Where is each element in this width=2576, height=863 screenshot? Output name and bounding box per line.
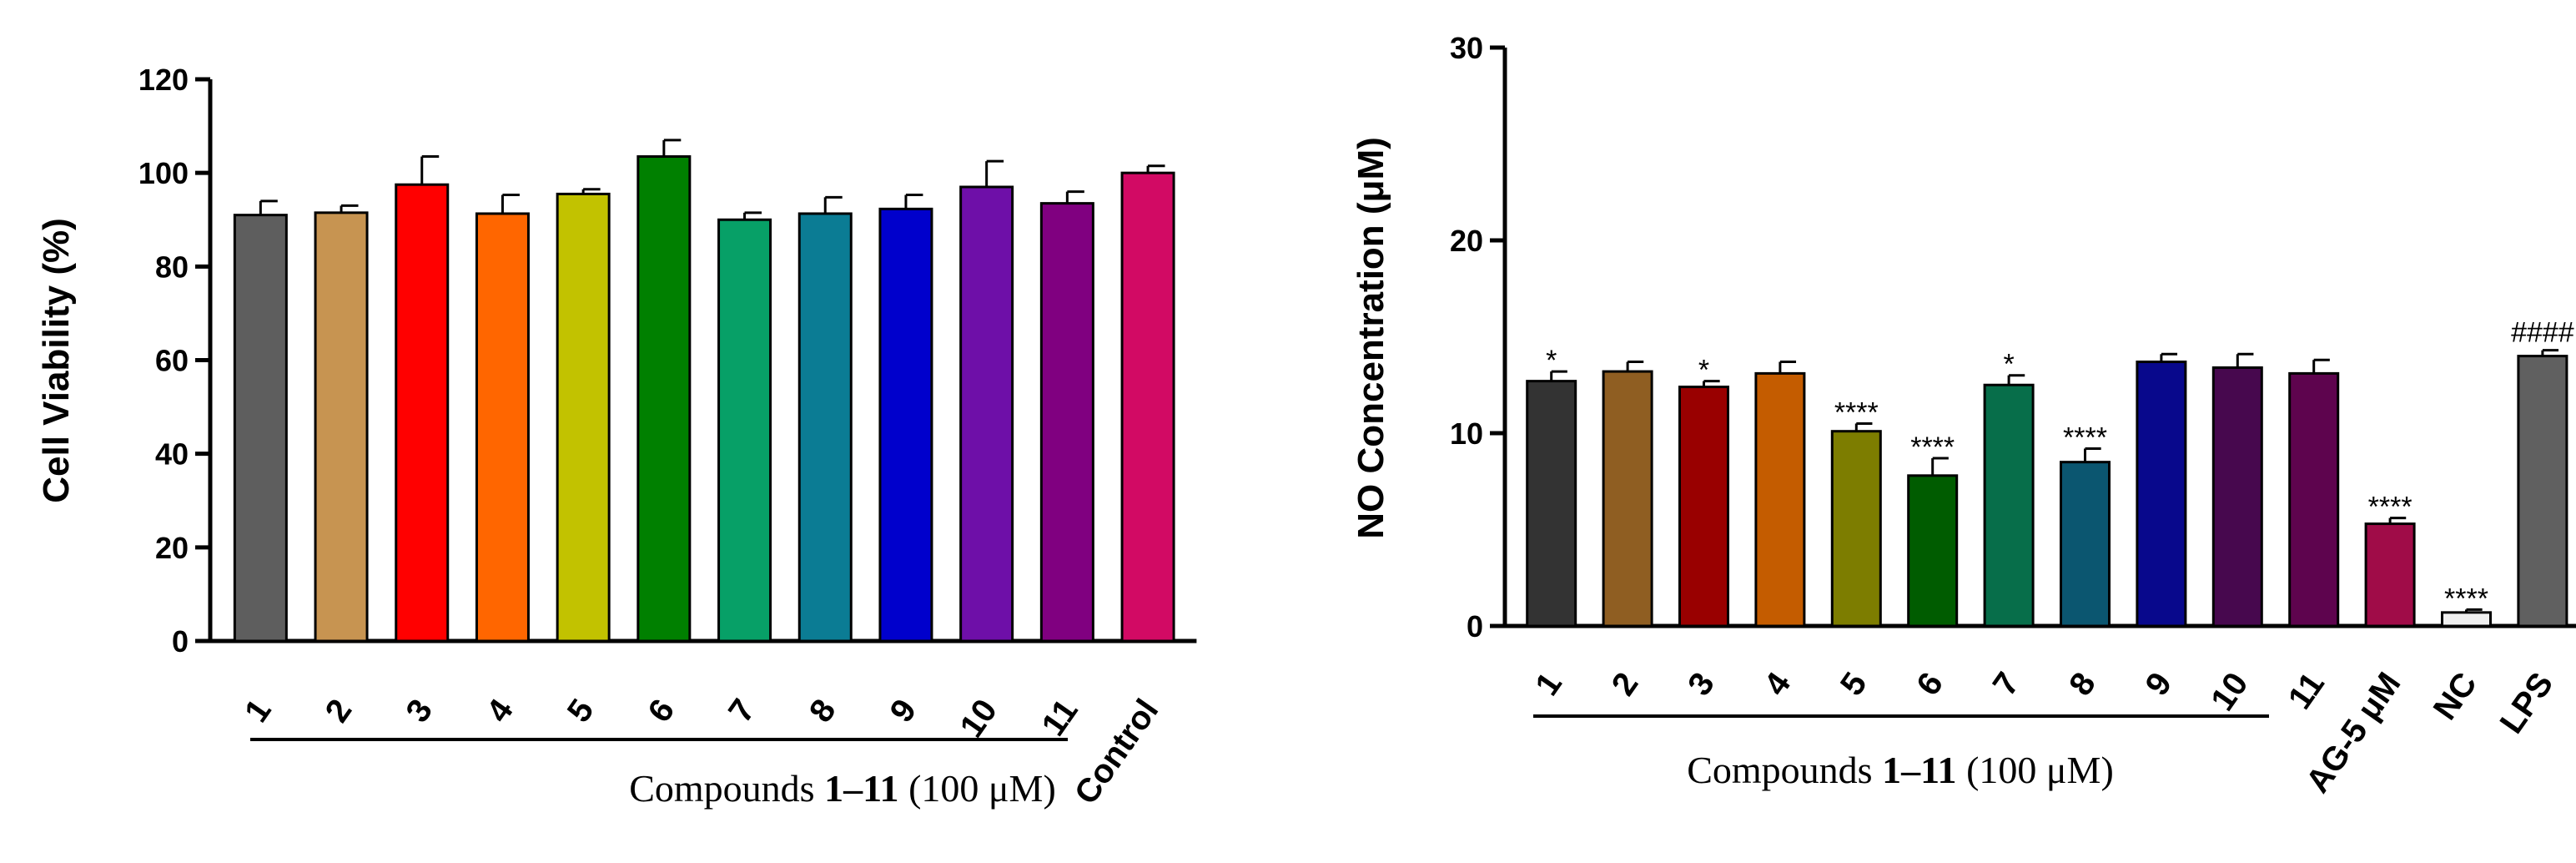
significance-label: **** xyxy=(2063,421,2107,453)
bar xyxy=(1602,370,1653,628)
category-label: 10 xyxy=(953,693,1004,744)
category-label: 9 xyxy=(883,693,924,729)
category-label: 3 xyxy=(1681,666,1722,702)
category-label: 11 xyxy=(1034,693,1084,743)
group-label: Compounds 1–11 (100 μM) xyxy=(1687,749,2114,791)
category-label: LPS xyxy=(2493,666,2561,740)
bar xyxy=(1039,202,1094,643)
category-label: NC xyxy=(2427,666,2484,727)
no-concentration-chart: 0 10 20 30 NO Concentration (μM) * 1 2 * 3 4 **** 5 *… xyxy=(1351,31,2576,800)
bar xyxy=(636,155,692,643)
significance-label: * xyxy=(2003,349,2014,381)
bar xyxy=(2211,366,2263,628)
bar xyxy=(2364,522,2416,628)
group-label-bold: 1–11 xyxy=(824,767,898,810)
y-tick-label: 20 xyxy=(1450,224,1483,258)
category-label: 4 xyxy=(1757,665,1798,702)
significance-label: **** xyxy=(2444,583,2488,614)
category-label: 11 xyxy=(2282,666,2332,716)
bar xyxy=(878,207,933,643)
significance-label: **** xyxy=(1834,396,1879,428)
y-tick-label: 0 xyxy=(172,624,189,659)
category-label: Control xyxy=(1068,693,1166,811)
bar xyxy=(1830,430,1882,628)
group-label-bold: 1–11 xyxy=(1882,749,1956,791)
bar xyxy=(395,183,450,643)
category-label: 1 xyxy=(238,693,279,729)
bar xyxy=(2288,371,2340,628)
y-tick-label: 20 xyxy=(155,531,189,565)
significance-label: **** xyxy=(1910,432,1955,463)
category-label: 3 xyxy=(399,693,440,729)
bar xyxy=(475,212,530,643)
category-label: 8 xyxy=(802,693,843,729)
group-label: Compounds 1–11 (100 μM) xyxy=(629,767,1056,810)
bar xyxy=(2136,361,2187,628)
category-label: 2 xyxy=(319,693,360,729)
group-label-prefix: Compounds xyxy=(1687,749,1882,791)
y-tick-label: 60 xyxy=(155,344,189,378)
bar xyxy=(2060,461,2111,628)
y-axis-label: NO Concentration (μM) xyxy=(1351,137,1391,539)
significance-label: * xyxy=(1698,355,1709,386)
bar xyxy=(959,185,1014,643)
category-label: 10 xyxy=(2204,666,2256,718)
y-tick-label: 10 xyxy=(1450,416,1483,451)
significance-label: * xyxy=(1546,345,1557,376)
bar xyxy=(1754,371,1806,628)
category-label: 8 xyxy=(2062,666,2103,702)
bar xyxy=(1526,380,1577,628)
y-tick-label: 100 xyxy=(138,156,189,190)
cell-viability-chart: 0 20 40 60 80 100 120 Cell Viability (%) 1 2 3 4 5 6 7… xyxy=(36,63,1197,811)
group-label-suffix: (100 μM) xyxy=(1957,749,2114,791)
y-tick-label: 0 xyxy=(1467,609,1483,643)
category-label: 6 xyxy=(1909,666,1950,702)
category-label: 7 xyxy=(722,693,762,729)
bar xyxy=(797,212,853,643)
category-label: 4 xyxy=(480,692,521,729)
bar xyxy=(1678,386,1729,628)
bar xyxy=(2517,355,2568,628)
bar xyxy=(556,192,611,643)
category-label: 2 xyxy=(1605,666,1646,702)
y-tick-label: 80 xyxy=(155,250,189,284)
category-label: 5 xyxy=(1834,666,1874,702)
group-label-prefix: Compounds xyxy=(629,767,824,810)
category-label: 7 xyxy=(1986,666,2027,702)
bar xyxy=(233,214,288,643)
significance-label: **** xyxy=(2368,492,2412,523)
category-label: 5 xyxy=(561,693,601,729)
bar xyxy=(314,211,369,643)
category-label: 6 xyxy=(641,693,682,729)
y-tick-label: 40 xyxy=(155,437,189,472)
significance-label: #### xyxy=(2511,317,2574,349)
bar xyxy=(1907,474,1959,628)
bar xyxy=(717,218,772,643)
category-label: 9 xyxy=(2138,666,2179,702)
y-tick-label: 120 xyxy=(138,63,189,97)
y-tick-label: 30 xyxy=(1450,31,1483,65)
bar xyxy=(1983,383,2035,628)
group-label-suffix: (100 μM) xyxy=(899,767,1056,810)
category-label: 1 xyxy=(1528,666,1569,702)
bar xyxy=(1120,171,1175,643)
y-axis-label: Cell Viability (%) xyxy=(36,218,77,503)
